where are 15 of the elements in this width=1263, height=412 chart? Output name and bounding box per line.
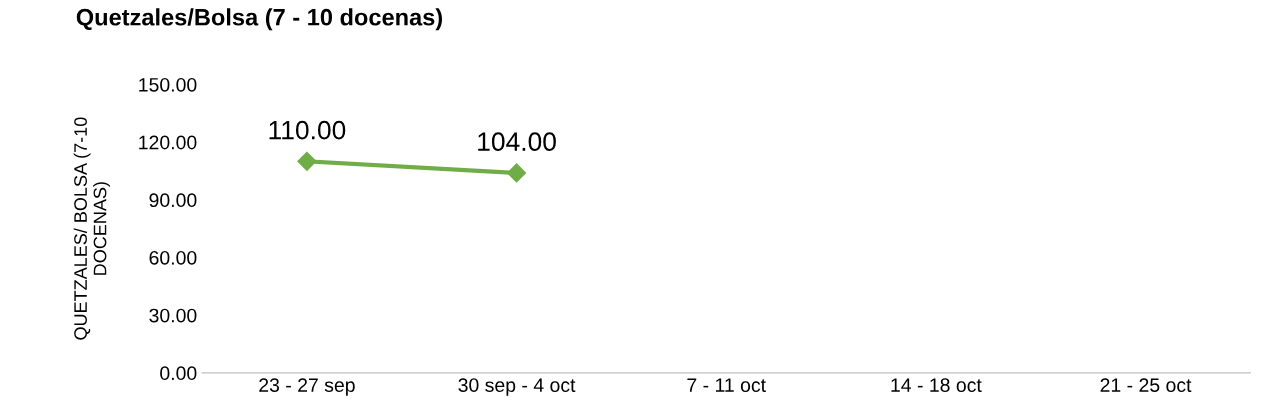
y-tick-label: 120.00 [139,135,197,150]
x-tick-label: 30 sep - 4 oct [458,378,576,396]
x-tick-label: 7 - 11 oct [687,378,766,392]
data-label: 104.00 [478,132,556,152]
y-tick-label: 60.00 [149,250,197,265]
y-tick-label: 30.00 [149,308,197,323]
x-tick-label: 14 - 18 oct [891,378,982,392]
y-tick-label: 90.00 [149,193,197,208]
x-tick-label: 23 - 27 sep [259,378,355,396]
data-label: 110.00 [269,120,346,140]
y-tick-label: 150.00 [139,77,197,92]
chart-title: Quetzales/Bolsa (7 - 10 docenas) [76,8,443,31]
y-axis-title: QUETZALES/ BOLSA (7-10 DOCENAS) [73,117,110,340]
y-tick-label: 0.00 [160,366,197,381]
x-tick-label: 21 - 25 oct [1100,378,1192,392]
